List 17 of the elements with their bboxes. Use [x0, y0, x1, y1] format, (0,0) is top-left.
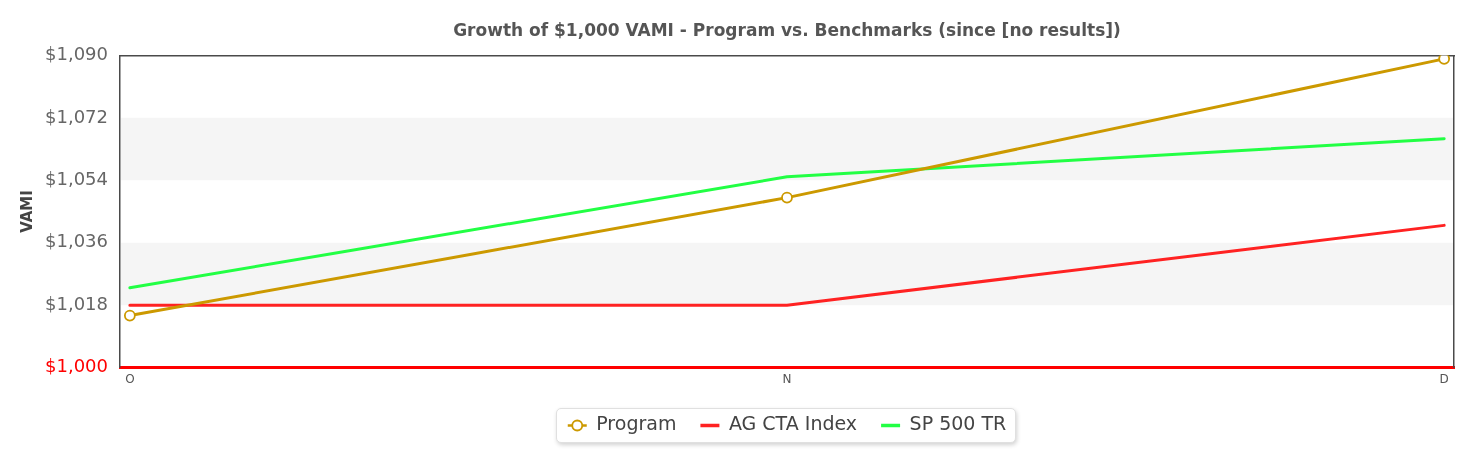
point	[781, 191, 793, 204]
legend-label: Program	[596, 412, 677, 435]
chart-title: Growth of $1,000 VAMI - Program vs. Benchmarks (since [no results])	[453, 19, 1121, 40]
y-tick-label: $1,072	[45, 105, 108, 127]
x-tick-label: N	[782, 371, 792, 386]
x-tick-label: O	[125, 371, 135, 386]
point	[123, 309, 136, 322]
legend-label: SP 500 TR	[909, 412, 1007, 435]
x-tick-label: D	[1439, 371, 1449, 386]
y-tick-label: $1,054	[45, 167, 108, 189]
y-axis-title: VAMI	[17, 190, 36, 233]
y-tick-label: $1,090	[45, 43, 108, 65]
y-tick-label: $1,000	[45, 355, 108, 377]
y-tick-label: $1,036	[45, 230, 108, 252]
y-tick-label: $1,018	[45, 292, 108, 314]
legend-label: AG CTA Index	[728, 412, 858, 435]
point	[1438, 55, 1451, 65]
